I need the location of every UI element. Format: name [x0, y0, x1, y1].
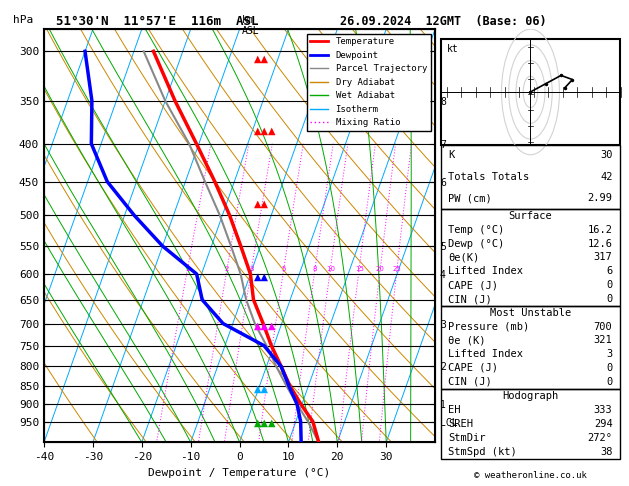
Text: PW (cm): PW (cm)	[448, 193, 493, 203]
Text: CIN (J): CIN (J)	[448, 294, 493, 304]
Text: 0: 0	[606, 294, 613, 304]
Text: 294: 294	[594, 418, 613, 429]
Text: ▲▲: ▲▲	[253, 384, 269, 394]
Text: 0: 0	[606, 280, 613, 290]
Text: 321: 321	[594, 335, 613, 346]
Text: km
ASL: km ASL	[242, 15, 260, 36]
Text: kt: kt	[447, 44, 459, 53]
Text: 30: 30	[600, 151, 613, 160]
Text: CAPE (J): CAPE (J)	[448, 280, 498, 290]
Text: 10: 10	[326, 266, 335, 272]
Text: Hodograph: Hodograph	[503, 391, 559, 400]
Text: 25: 25	[392, 266, 401, 272]
Text: θe (K): θe (K)	[448, 335, 486, 346]
Text: ▲▲: ▲▲	[253, 53, 269, 63]
Text: 3: 3	[606, 349, 613, 359]
Bar	[441, 306, 620, 389]
Text: 5: 5	[282, 266, 286, 272]
Text: ▲▲: ▲▲	[253, 199, 269, 209]
Text: K: K	[448, 151, 455, 160]
Text: 38: 38	[600, 447, 613, 457]
Text: 16.2: 16.2	[587, 225, 613, 235]
Bar	[441, 39, 620, 145]
Bar	[441, 389, 620, 459]
Text: ▲▲: ▲▲	[253, 272, 269, 282]
Text: StmSpd (kt): StmSpd (kt)	[448, 447, 517, 457]
Text: 1: 1	[186, 266, 190, 272]
Legend: Temperature, Dewpoint, Parcel Trajectory, Dry Adiabat, Wet Adiabat, Isotherm, Mi: Temperature, Dewpoint, Parcel Trajectory…	[307, 34, 431, 131]
Text: © weatheronline.co.uk: © weatheronline.co.uk	[474, 471, 587, 480]
Text: 700: 700	[594, 322, 613, 331]
Bar	[441, 145, 620, 209]
Text: 26.09.2024  12GMT  (Base: 06): 26.09.2024 12GMT (Base: 06)	[340, 15, 547, 28]
Text: CIN (J): CIN (J)	[448, 377, 493, 387]
Text: CAPE (J): CAPE (J)	[448, 363, 498, 373]
Text: 3: 3	[249, 266, 253, 272]
Text: 2.99: 2.99	[587, 193, 613, 203]
Text: ▲▲▲: ▲▲▲	[253, 126, 276, 136]
Text: hPa: hPa	[13, 15, 33, 25]
Text: ▲▲▲: ▲▲▲	[253, 418, 276, 428]
Text: SREH: SREH	[448, 418, 474, 429]
Text: θe(K): θe(K)	[448, 252, 480, 262]
Text: 51°30'N  11°57'E  116m  ASL: 51°30'N 11°57'E 116m ASL	[56, 15, 259, 28]
Text: Dewp (°C): Dewp (°C)	[448, 239, 504, 248]
Text: Temp (°C): Temp (°C)	[448, 225, 504, 235]
Text: 6: 6	[606, 266, 613, 276]
Text: ▲▲▲: ▲▲▲	[253, 321, 276, 330]
Text: Totals Totals: Totals Totals	[448, 172, 530, 182]
Text: 8: 8	[313, 266, 318, 272]
Text: 42: 42	[600, 172, 613, 182]
Text: 317: 317	[594, 252, 613, 262]
Text: 20: 20	[376, 266, 385, 272]
Text: 15: 15	[355, 266, 364, 272]
Text: Surface: Surface	[509, 211, 552, 221]
Text: 0: 0	[606, 363, 613, 373]
Text: 2: 2	[225, 266, 230, 272]
Text: EH: EH	[448, 405, 461, 415]
Text: 333: 333	[594, 405, 613, 415]
Text: Lifted Index: Lifted Index	[448, 266, 523, 276]
X-axis label: Dewpoint / Temperature (°C): Dewpoint / Temperature (°C)	[148, 468, 331, 478]
Text: StmDir: StmDir	[448, 433, 486, 443]
Text: Most Unstable: Most Unstable	[490, 308, 571, 318]
Bar	[441, 209, 620, 306]
Text: 12.6: 12.6	[587, 239, 613, 248]
Text: Lifted Index: Lifted Index	[448, 349, 523, 359]
Text: Pressure (mb): Pressure (mb)	[448, 322, 530, 331]
Text: 0: 0	[606, 377, 613, 387]
Text: 272°: 272°	[587, 433, 613, 443]
